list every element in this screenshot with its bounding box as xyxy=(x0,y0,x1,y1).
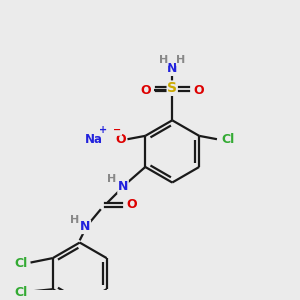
Text: +: + xyxy=(99,125,107,135)
Text: N: N xyxy=(80,220,91,233)
Text: O: O xyxy=(140,84,151,97)
Text: H: H xyxy=(159,55,168,65)
Text: Cl: Cl xyxy=(14,257,27,270)
Text: −: − xyxy=(113,125,122,135)
Text: N: N xyxy=(118,181,128,194)
Text: Na: Na xyxy=(85,133,103,146)
Text: Cl: Cl xyxy=(221,133,235,146)
Text: S: S xyxy=(167,81,177,95)
Text: H: H xyxy=(70,215,79,225)
Text: N: N xyxy=(167,61,177,75)
Text: Cl: Cl xyxy=(14,286,27,299)
Text: O: O xyxy=(127,198,137,211)
Text: H: H xyxy=(176,55,186,65)
Text: H: H xyxy=(107,174,117,184)
Text: O: O xyxy=(116,133,126,146)
Text: O: O xyxy=(194,84,204,97)
